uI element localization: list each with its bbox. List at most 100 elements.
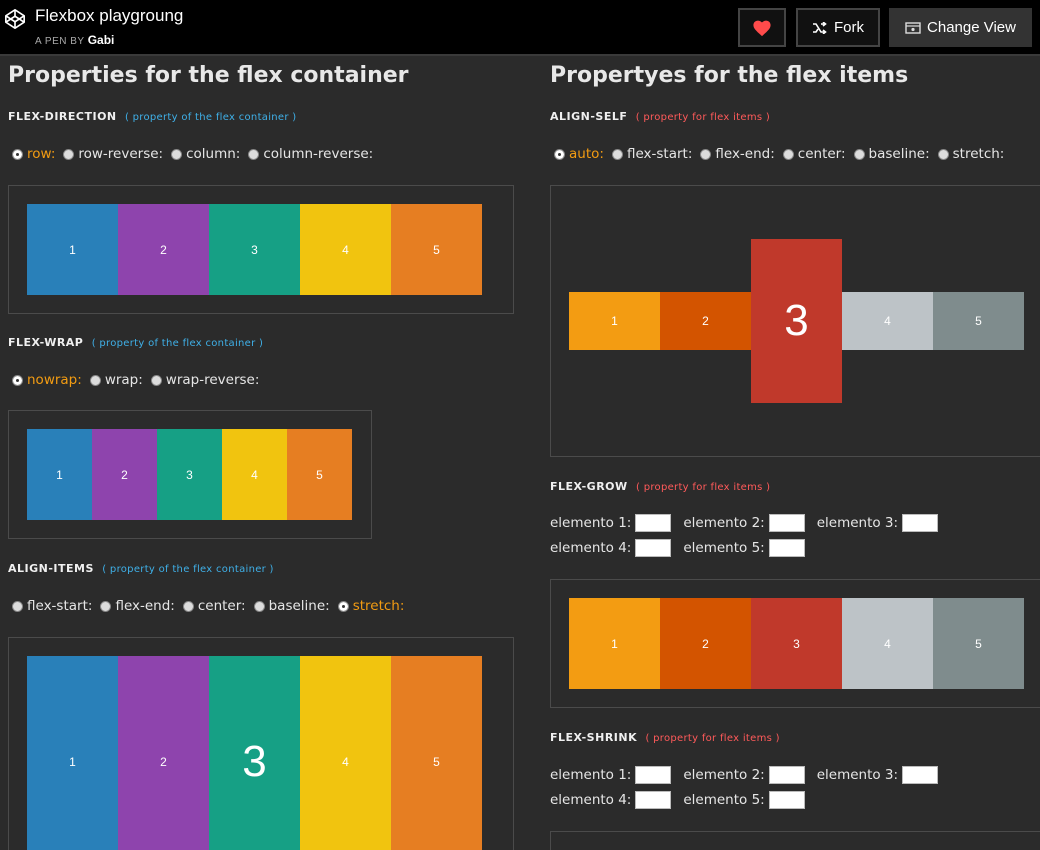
radio-dot[interactable] (700, 148, 712, 160)
flex-item-2: 2 (118, 204, 209, 295)
radio-dot[interactable] (782, 148, 794, 160)
field-label: elemento 5: (683, 791, 765, 808)
flex-item-1: 1 (569, 598, 660, 689)
grow-field-5: elemento 5: (683, 538, 805, 557)
codepen-logo-icon[interactable] (4, 8, 26, 30)
flex-direction-options: row: row-reverse: column: column-reverse… (12, 146, 381, 162)
fork-button[interactable]: Fork (796, 8, 880, 47)
shrink-input-4[interactable] (635, 790, 672, 809)
flex-wrap-label: FLEX-WRAP (8, 336, 84, 349)
flex-item-3: 3 (209, 204, 300, 295)
flex-item-2: 2 (92, 429, 157, 520)
radio-baseline[interactable]: baseline: (853, 146, 930, 162)
radio-dot[interactable] (182, 600, 194, 612)
align-self-title: ALIGN-SELF ( property for flex items ) (550, 110, 770, 123)
byline-prefix: A PEN BY (35, 36, 85, 47)
fork-label: Fork (834, 19, 864, 36)
flex-wrap-title: FLEX-WRAP ( property of the flex contain… (8, 336, 263, 349)
radio-auto[interactable]: auto: (554, 146, 604, 162)
shrink-field-5: elemento 5: (683, 790, 805, 809)
radio-column[interactable]: column: (171, 146, 240, 162)
shrink-input-2[interactable] (768, 765, 805, 784)
flex-grow-label: FLEX-GROW (550, 480, 628, 493)
field-label: elemento 1: (550, 766, 632, 783)
pen-author-link[interactable]: Gabi (87, 33, 115, 47)
radio-label: baseline: (268, 598, 330, 614)
radio-dot[interactable] (171, 148, 183, 160)
grow-input-4[interactable] (635, 538, 672, 557)
radio-column-reverse[interactable]: column-reverse: (248, 146, 373, 162)
radio-dot[interactable] (12, 374, 23, 386)
grow-input-3[interactable] (902, 513, 939, 532)
flex-item-5: 5 (391, 204, 482, 295)
shrink-field-4: elemento 4: (550, 790, 672, 809)
radio-stretch[interactable]: stretch: (337, 598, 405, 614)
radio-label: wrap-reverse: (165, 372, 260, 388)
radio-flex-end[interactable]: flex-end: (100, 598, 175, 614)
radio-nowrap[interactable]: nowrap: (12, 372, 82, 388)
align-self-note: ( property for flex items ) (635, 112, 771, 123)
radio-label: auto: (569, 146, 604, 162)
radio-dot[interactable] (253, 600, 265, 612)
shrink-input-1[interactable] (635, 765, 672, 784)
flex-item-3: 3 (751, 239, 842, 403)
flex-item-1: 1 (27, 656, 118, 850)
flex-item-1: 1 (27, 204, 118, 295)
radio-dot[interactable] (937, 148, 949, 160)
flex-grow-inputs: elemento 1: elemento 2: elemento 3: elem… (550, 510, 950, 560)
radio-wrap[interactable]: wrap: (89, 372, 143, 388)
grow-field-3: elemento 3: (817, 513, 939, 532)
radio-flex-start[interactable]: flex-start: (12, 598, 92, 614)
radio-center[interactable]: center: (782, 146, 846, 162)
radio-dot[interactable] (248, 148, 260, 160)
field-label: elemento 2: (683, 514, 765, 531)
grow-field-1: elemento 1: (550, 513, 672, 532)
radio-label: stretch: (352, 598, 405, 614)
change-view-button[interactable]: Change View (889, 8, 1032, 47)
radio-stretch[interactable]: stretch: (937, 146, 1004, 162)
radio-wrap-reverse[interactable]: wrap-reverse: (150, 372, 260, 388)
field-label: elemento 1: (550, 514, 632, 531)
radio-baseline[interactable]: baseline: (253, 598, 330, 614)
flex-item-3: 3 (751, 598, 842, 689)
radio-dot[interactable] (554, 148, 565, 160)
shrink-input-5[interactable] (768, 790, 805, 809)
flex-shrink-note: ( property for flex items ) (645, 733, 780, 744)
flex-item-3: 3 (209, 656, 300, 850)
pen-byline: A PEN BY Gabi (35, 33, 114, 47)
grow-input-1[interactable] (635, 513, 672, 532)
field-label: elemento 5: (683, 539, 765, 556)
radio-dot[interactable] (150, 374, 162, 386)
radio-dot[interactable] (611, 148, 623, 160)
flex-shrink-inputs: elemento 1: elemento 2: elemento 3: elem… (550, 762, 950, 812)
align-items-title: ALIGN-ITEMS ( property of the flex conta… (8, 562, 274, 575)
shrink-input-3[interactable] (902, 765, 939, 784)
flex-item-1: 1 (27, 429, 92, 520)
radio-flex-start[interactable]: flex-start: (611, 146, 692, 162)
grow-input-5[interactable] (768, 538, 805, 557)
heart-button[interactable] (738, 8, 786, 47)
radio-row[interactable]: row: (12, 146, 55, 162)
radio-dot[interactable] (89, 374, 101, 386)
radio-dot[interactable] (12, 148, 23, 160)
radio-center[interactable]: center: (182, 598, 246, 614)
flex-direction-label: FLEX-DIRECTION (8, 110, 117, 123)
radio-label: baseline: (868, 146, 930, 162)
radio-label: column-reverse: (263, 146, 374, 162)
radio-dot[interactable] (63, 148, 75, 160)
radio-dot[interactable] (100, 600, 112, 612)
flex-direction-note: ( property of the flex container ) (124, 112, 297, 123)
grow-input-2[interactable] (768, 513, 805, 532)
flex-item-5: 5 (933, 292, 1024, 350)
radio-dot[interactable] (853, 148, 865, 160)
radio-row-reverse[interactable]: row-reverse: (63, 146, 163, 162)
field-label: elemento 2: (683, 766, 765, 783)
radio-dot[interactable] (337, 600, 349, 612)
radio-label: nowrap: (27, 372, 82, 388)
align-self-label: ALIGN-SELF (550, 110, 628, 123)
flex-item-1: 1 (569, 292, 660, 350)
radio-flex-end[interactable]: flex-end: (700, 146, 775, 162)
radio-dot[interactable] (12, 600, 23, 612)
flex-shrink-title: FLEX-SHRINK ( property for flex items ) (550, 731, 780, 744)
flex-item-5: 5 (933, 598, 1024, 689)
